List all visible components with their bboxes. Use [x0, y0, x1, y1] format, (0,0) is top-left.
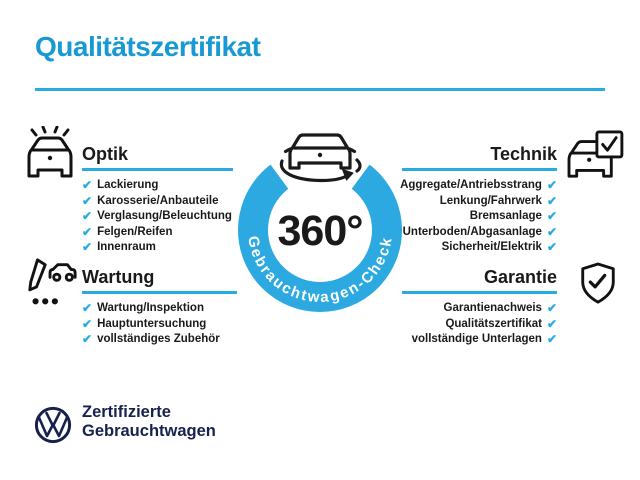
- checklist-garantie: Garantienachweis ✔ Qualitätszertifikat ✔ vol…: [357, 301, 557, 348]
- ring-notch: [248, 134, 392, 232]
- check-item: ✔ Felgen/Reifen: [82, 224, 252, 240]
- car-checkbox-icon: [567, 130, 624, 178]
- section-title-optik: Optik: [82, 144, 129, 164]
- vw-logo: [34, 406, 72, 444]
- check-item: Qualitätszertifikat ✔: [357, 316, 557, 332]
- title-divider: [35, 88, 605, 91]
- check-icon: ✔: [546, 178, 557, 193]
- section-wartung: Wartung ✔ Wartung/Inspektion ✔ Hauptuntersu…: [82, 267, 252, 347]
- check-item: vollständige Unterlagen ✔: [357, 332, 557, 348]
- brand-line1: Zertifizierte: [82, 403, 171, 421]
- check-item-label: Karosserie/Anbauteile: [97, 194, 219, 207]
- check-item: ✔ Innenraum: [82, 240, 252, 256]
- section-divider: [82, 291, 237, 294]
- check-item: Lenkung/Fahrwerk ✔: [357, 193, 557, 209]
- check-icon: ✔: [546, 193, 557, 208]
- brand-text: Zertifizierte Gebrauchtwagen: [82, 403, 216, 441]
- check-item-label: Qualitätszertifikat: [445, 317, 542, 330]
- check-icon: ✔: [546, 316, 557, 331]
- check-item-label: vollständiges Zubehör: [97, 333, 220, 346]
- check-item-label: Innenraum: [97, 241, 156, 254]
- section-optik: Optik ✔ Lackierung ✔ Karosserie/Anbauteile ✔…: [82, 144, 252, 255]
- section-divider: [402, 168, 557, 171]
- check-icon: ✔: [546, 209, 557, 224]
- check-icon: ✔: [82, 240, 93, 255]
- check-icon: ✔: [82, 332, 93, 347]
- check-item-label: Felgen/Reifen: [97, 225, 173, 238]
- check-item-label: Sicherheit/Elektrik: [441, 241, 542, 254]
- section-title-technik: Technik: [490, 144, 557, 164]
- check-item: ✔ vollständiges Zubehör: [82, 332, 252, 348]
- check-item: Sicherheit/Elektrik ✔: [357, 240, 557, 256]
- check-icon: ✔: [82, 209, 93, 224]
- 360-check-badge: 360° Gebrauchtwagen-Check: [238, 133, 402, 312]
- check-icon: ✔: [546, 332, 557, 347]
- section-divider: [402, 291, 557, 294]
- check-item-label: Wartung/Inspektion: [97, 302, 204, 315]
- check-icon: ✔: [546, 240, 557, 255]
- check-item-label: Bremsanlage: [469, 210, 542, 223]
- check-icon: ✔: [546, 301, 557, 316]
- section-technik: Technik Aggregate/Antriebsstrang ✔ Lenkung…: [357, 144, 557, 255]
- check-icon: ✔: [82, 301, 93, 316]
- check-item: Bremsanlage ✔: [357, 209, 557, 225]
- car-shine-icon: [27, 126, 73, 178]
- check-item: Aggregate/Antriebsstrang ✔: [357, 178, 557, 194]
- check-item: Garantienachweis ✔: [357, 301, 558, 317]
- check-item-label: Unterboden/Abgasanlage: [402, 225, 542, 238]
- brand-line2: Gebrauchtwagen: [82, 422, 216, 440]
- check-item-label: Lackierung: [97, 179, 159, 192]
- shield-check-icon: [581, 262, 615, 304]
- check-item-label: Hauptuntersuchung: [97, 317, 207, 330]
- check-icon: ✔: [82, 224, 93, 239]
- check-item: ✔ Wartung/Inspektion: [82, 301, 252, 317]
- check-icon: ✔: [82, 193, 93, 208]
- service-checklist-icon: [28, 258, 77, 305]
- check-item: Unterboden/Abgasanlage ✔: [357, 224, 557, 240]
- check-icon: ✔: [82, 178, 93, 193]
- car-rotation-icon: [279, 133, 362, 183]
- check-item-label: Garantienachweis: [443, 302, 542, 315]
- check-item: ✔ Verglasung/Beleuchtung: [82, 209, 252, 225]
- checklist-technik: Aggregate/Antriebsstrang ✔ Lenkung/Fahrwer…: [357, 178, 557, 256]
- section-title-wartung: Wartung: [82, 267, 155, 287]
- check-item-label: vollständige Unterlagen: [411, 333, 542, 346]
- check-item-label: Verglasung/Beleuchtung: [97, 210, 232, 223]
- check-item-label: Aggregate/Antriebsstrang: [400, 179, 542, 192]
- check-item: ✔ Hauptuntersuchung: [82, 316, 252, 332]
- check-icon: ✔: [82, 316, 93, 331]
- section-title-garantie: Garantie: [483, 267, 557, 287]
- check-icon: ✔: [546, 224, 557, 239]
- section-garantie: Garantie Garantienachweis ✔ Qualitätszerti…: [357, 267, 557, 347]
- checklist-optik: ✔ Lackierung ✔ Karosserie/Anbauteile ✔ Vergla…: [82, 178, 252, 256]
- check-item: ✔ Lackierung: [82, 178, 252, 194]
- section-divider: [82, 168, 233, 171]
- page-title: Qualitätszertifikat: [35, 31, 261, 62]
- check-item-label: Lenkung/Fahrwerk: [439, 194, 542, 207]
- check-item: ✔ Karosserie/Anbauteile: [82, 193, 252, 209]
- degree-label: 360°: [278, 207, 363, 255]
- checklist-wartung: ✔ Wartung/Inspektion ✔ Hauptuntersuchung ✔ vo…: [82, 301, 252, 348]
